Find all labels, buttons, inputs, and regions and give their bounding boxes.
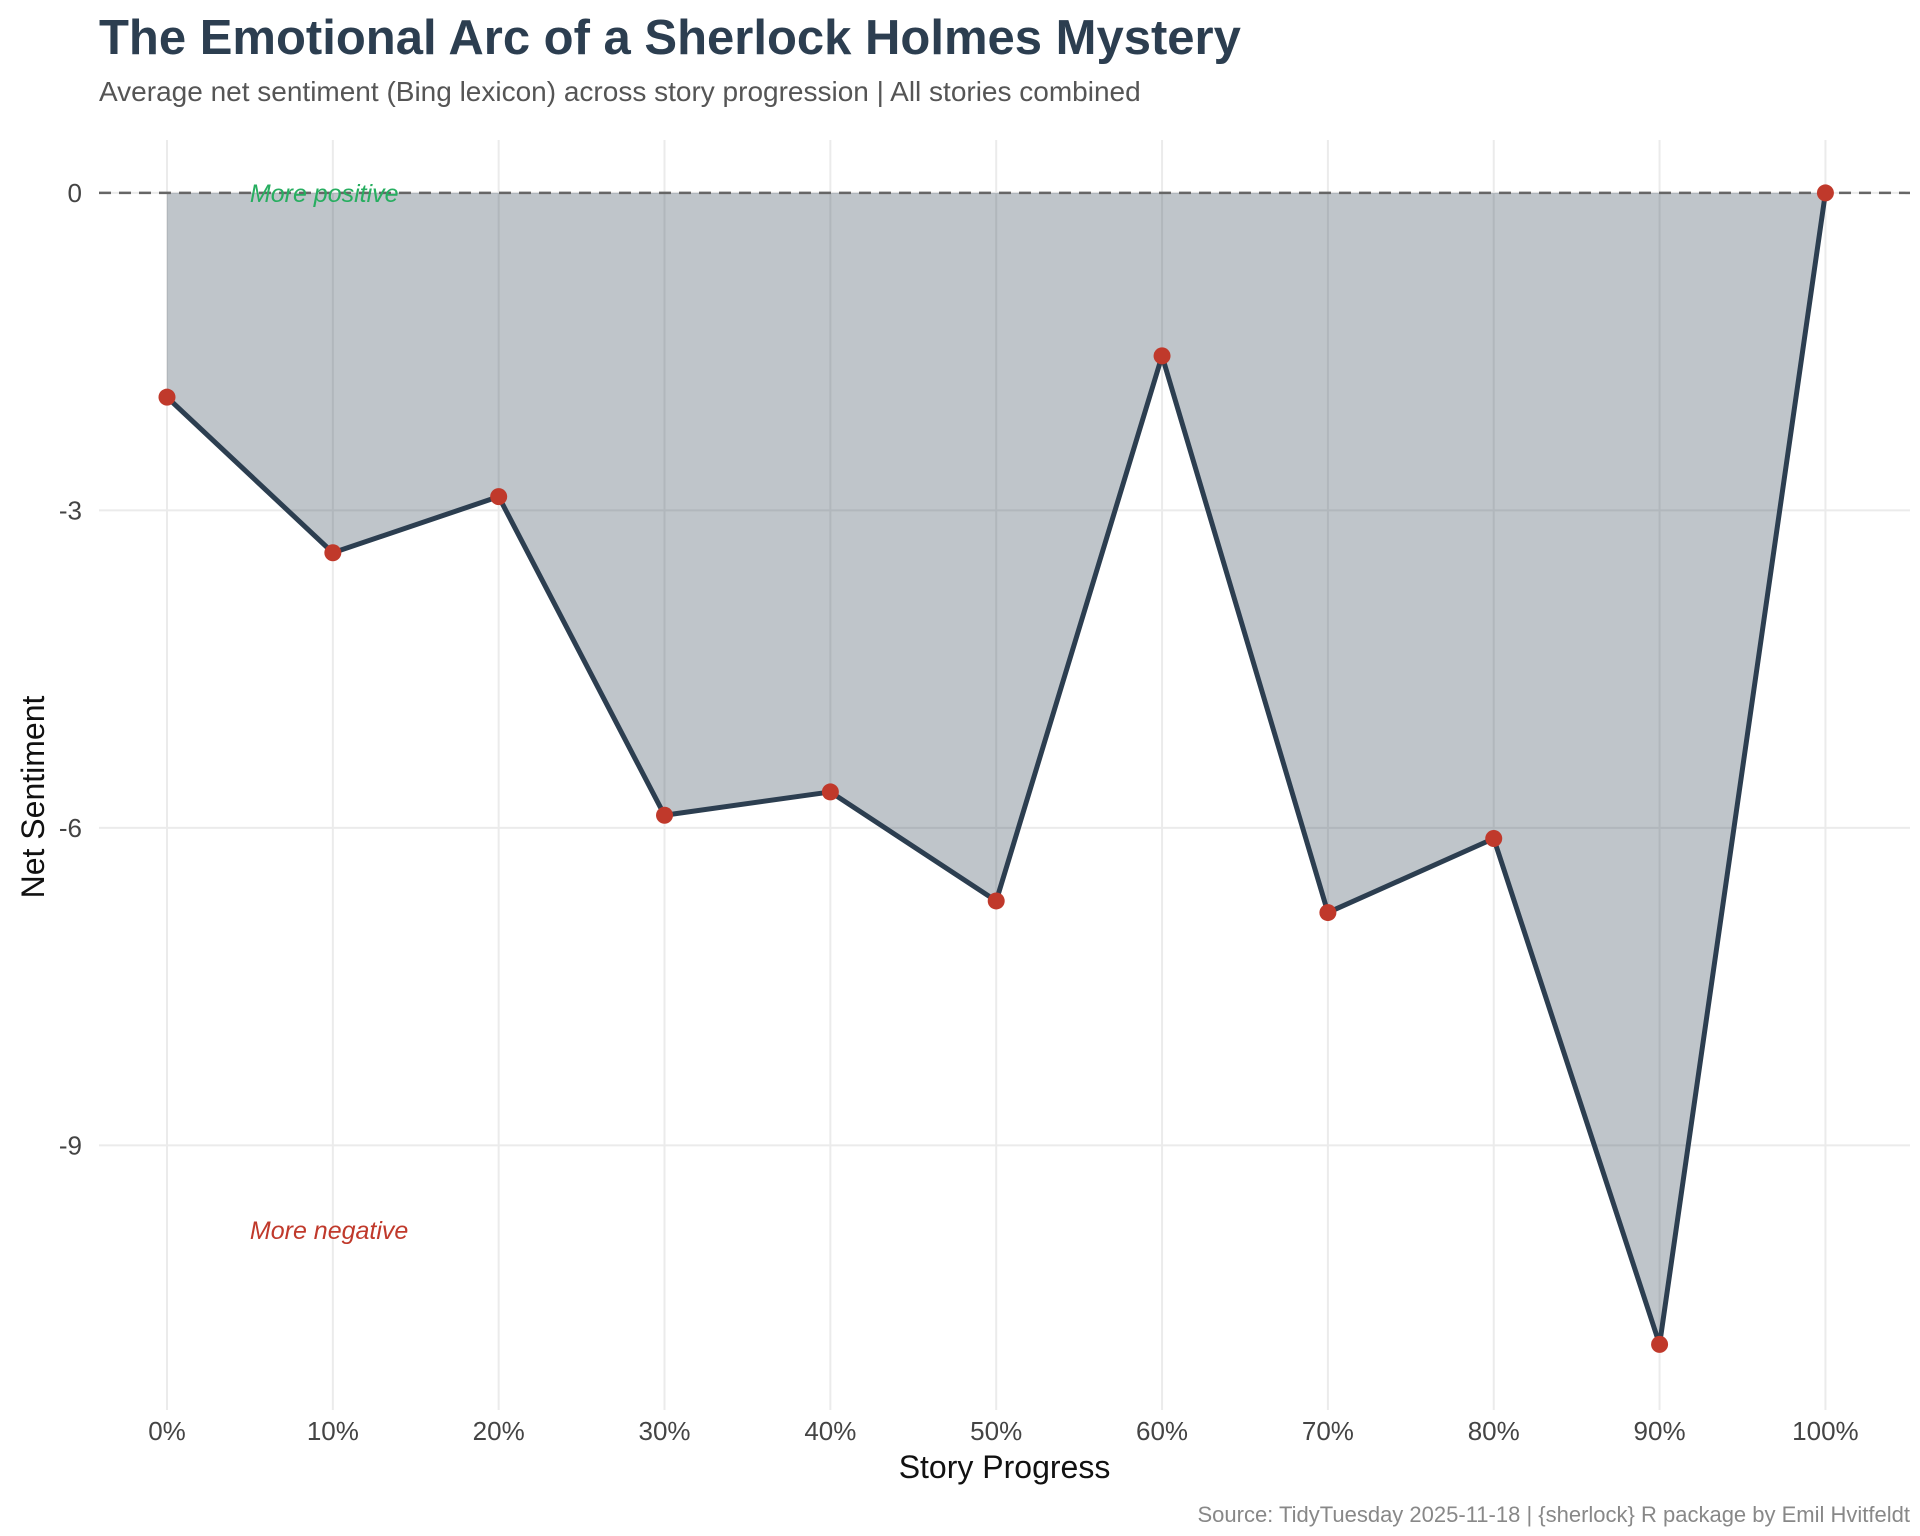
chart-caption: Source: TidyTuesday 2025-11-18 | {sherlo… (1197, 1502, 1910, 1527)
y-tick-label: -3 (59, 495, 82, 525)
data-point-10 (1816, 184, 1834, 202)
data-point-1 (324, 544, 342, 562)
data-point-3 (656, 806, 674, 824)
data-point-4 (821, 783, 839, 801)
data-points (158, 184, 1834, 1353)
y-tick-label: 0 (68, 178, 82, 208)
x-axis-ticks: 0% 10% 20% 30% 40% 50% 60% 70% 80% 90% 100% (148, 1416, 1858, 1446)
x-axis-title: Story Progress (899, 1449, 1111, 1485)
y-axis-title: Net Sentiment (15, 696, 51, 899)
y-axis-ticks: 0 -3 -6 -9 (59, 178, 82, 1160)
x-tick-label: 70% (1302, 1416, 1354, 1446)
annotation-more-negative: More negative (250, 1217, 408, 1245)
sentiment-area (166, 192, 1826, 1345)
chart-subtitle: Average net sentiment (Bing lexicon) acr… (99, 76, 1141, 107)
annotation-more-positive: More positive (250, 180, 399, 208)
data-point-9 (1651, 1335, 1669, 1353)
y-tick-label: -6 (59, 813, 82, 843)
data-point-8 (1485, 830, 1503, 847)
x-tick-label: 40% (804, 1416, 856, 1446)
x-tick-label: 20% (473, 1416, 525, 1446)
x-tick-label: 30% (638, 1416, 690, 1446)
x-tick-label: 100% (1792, 1416, 1859, 1446)
y-tick-label: -9 (59, 1130, 82, 1160)
data-point-5 (987, 892, 1005, 910)
chart-title: The Emotional Arc of a Sherlock Holmes M… (99, 11, 1241, 65)
x-tick-label: 50% (970, 1416, 1022, 1446)
data-point-7 (1319, 904, 1337, 922)
x-tick-label: 90% (1634, 1416, 1686, 1446)
data-point-2 (490, 488, 508, 506)
data-point-0 (158, 388, 176, 406)
x-tick-label: 0% (148, 1416, 186, 1446)
x-tick-label: 60% (1136, 1416, 1188, 1446)
data-point-6 (1153, 347, 1171, 365)
x-tick-label: 10% (307, 1416, 359, 1446)
x-tick-label: 80% (1468, 1416, 1520, 1446)
